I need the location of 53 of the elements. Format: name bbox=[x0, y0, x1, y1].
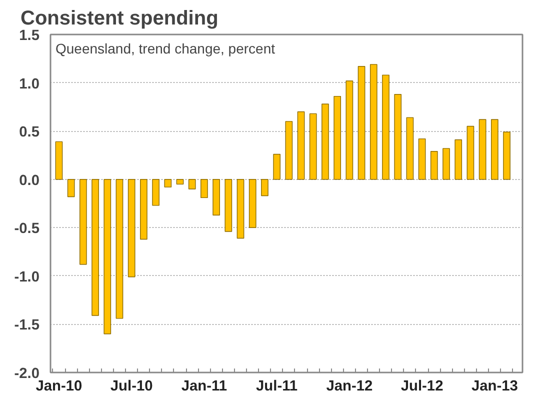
bar bbox=[212, 179, 220, 216]
bar bbox=[92, 179, 99, 316]
bar bbox=[224, 179, 232, 232]
bar bbox=[80, 179, 87, 265]
bar bbox=[273, 154, 280, 180]
bar bbox=[200, 179, 208, 198]
bar bbox=[394, 94, 402, 180]
x-tick-label: Jan-11 bbox=[181, 378, 228, 394]
bar bbox=[309, 113, 317, 180]
y-tick-label: -1.5 bbox=[14, 318, 40, 334]
bar bbox=[152, 179, 160, 206]
bar bbox=[454, 139, 462, 180]
bar bbox=[176, 179, 184, 185]
chart-subtitle: Queensland, trend change, percent bbox=[56, 40, 276, 56]
bar bbox=[478, 119, 486, 180]
bar bbox=[248, 179, 256, 228]
bar bbox=[140, 179, 148, 240]
bar bbox=[466, 126, 474, 180]
bar bbox=[297, 111, 305, 180]
bar bbox=[285, 121, 293, 180]
bar bbox=[334, 96, 342, 180]
bar bbox=[430, 151, 438, 180]
bar bbox=[67, 179, 75, 198]
x-tick-label: Jan-12 bbox=[326, 378, 373, 394]
bar bbox=[418, 138, 426, 180]
bar bbox=[188, 179, 196, 190]
bar bbox=[442, 148, 450, 180]
bar bbox=[104, 179, 112, 334]
x-tick-label: Jul-12 bbox=[400, 378, 444, 394]
bar bbox=[55, 141, 63, 180]
bar bbox=[406, 117, 414, 180]
x-tick-label: Jan-13 bbox=[471, 378, 518, 394]
bar bbox=[382, 74, 390, 180]
y-tick-label: 1.5 bbox=[19, 28, 40, 44]
bar bbox=[346, 80, 354, 180]
bar bbox=[261, 179, 268, 196]
y-tick-label: -0.5 bbox=[14, 221, 40, 238]
y-tick-label: -1.0 bbox=[14, 269, 40, 286]
bar bbox=[370, 64, 378, 180]
bar bbox=[164, 179, 172, 188]
bar bbox=[236, 179, 244, 239]
chart-title: Consistent spending bbox=[20, 8, 218, 30]
y-tick-label: 0.0 bbox=[19, 172, 40, 189]
bar bbox=[503, 132, 510, 180]
bar bbox=[490, 119, 498, 180]
x-tick-label: Jul-11 bbox=[256, 378, 298, 394]
bar bbox=[358, 66, 366, 180]
bar bbox=[128, 179, 136, 278]
x-tick-label: Jul-10 bbox=[110, 378, 153, 394]
y-tick-label: 1.0 bbox=[19, 76, 40, 92]
bar bbox=[322, 104, 329, 180]
bar bbox=[116, 179, 124, 319]
y-tick-label: 0.5 bbox=[19, 124, 40, 141]
